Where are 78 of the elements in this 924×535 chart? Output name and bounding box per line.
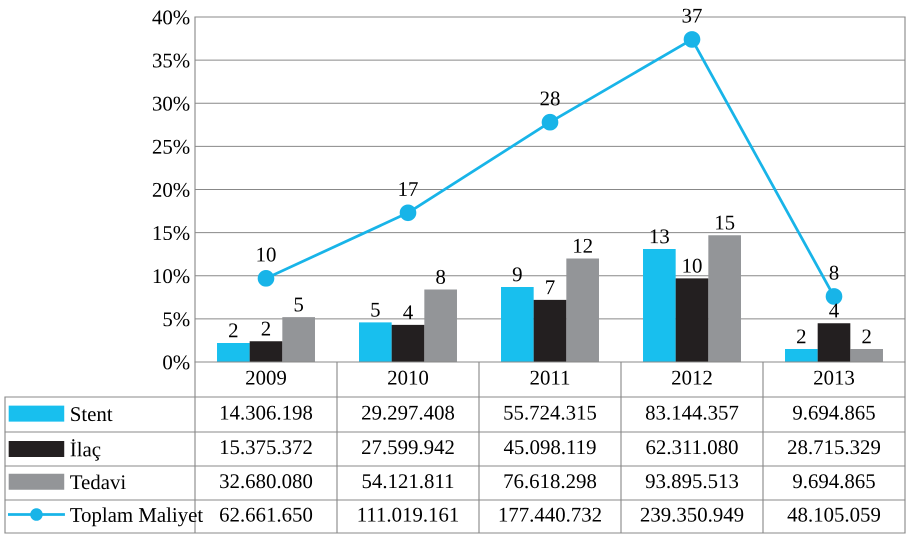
bar <box>708 235 741 362</box>
text: 177.440.732 <box>500 508 601 522</box>
text: 27.599.942 <box>362 440 454 454</box>
y-tick-label: 25% <box>152 140 190 154</box>
y-tick-label: 20% <box>152 182 190 197</box>
text: 28.715.329 <box>788 440 880 454</box>
data-label: 2 <box>862 329 871 344</box>
y-tick-label: 15% <box>154 226 190 240</box>
bar <box>850 349 883 362</box>
data-label: 4 <box>403 305 413 320</box>
text: 93.895.513 <box>646 474 738 488</box>
data-label: 13 <box>650 229 669 244</box>
legend-label: Stent <box>71 407 112 422</box>
data-label: 2 <box>262 322 270 336</box>
y-tick-label: 0% <box>163 355 190 370</box>
bar <box>643 249 676 362</box>
bar <box>501 286 534 362</box>
text: 83.144.357 <box>646 406 738 420</box>
y-tick-label: 10% <box>154 269 190 284</box>
text: 54.121.811 <box>362 474 454 488</box>
bar <box>392 324 424 362</box>
data-label: 9 <box>512 267 522 282</box>
legend-label: İlaç <box>70 439 100 461</box>
data-label: 5 <box>294 298 304 312</box>
point <box>542 114 558 131</box>
bar <box>566 258 599 362</box>
text: 15.375.372 <box>220 440 312 454</box>
point <box>400 204 416 222</box>
data-label: 37 <box>682 8 702 23</box>
data-label: 17 <box>399 182 418 196</box>
y-tick-label: 30% <box>152 96 190 111</box>
point <box>826 288 842 305</box>
text: 29.297.408 <box>362 406 454 420</box>
data-label: 7 <box>546 280 555 294</box>
text: 76.618.298 <box>504 474 596 488</box>
legend-label: Tedavi <box>70 474 126 490</box>
text: 62.661.650 <box>220 508 312 522</box>
text: 62.311.080 <box>646 440 738 454</box>
data-label: 15 <box>716 216 734 230</box>
point <box>684 31 700 48</box>
y-tick-label: 35% <box>152 54 190 68</box>
data-label: 5 <box>371 302 380 317</box>
x-tick-label: 2012 <box>672 370 712 385</box>
text: 239.350.949 <box>640 508 744 522</box>
bar <box>818 323 850 362</box>
bar <box>534 300 566 362</box>
bar <box>424 290 457 362</box>
bar <box>359 322 392 362</box>
data-label: 8 <box>436 270 446 284</box>
text: 9.694.865 <box>793 406 875 420</box>
data-label: 2 <box>229 323 238 338</box>
point <box>258 270 274 287</box>
y-tick-label: 40% <box>152 10 190 24</box>
text: 9.694.865 <box>793 474 875 488</box>
text: 32.680.080 <box>220 474 312 488</box>
x-tick-label: 2013 <box>814 370 854 385</box>
data-label: 2 <box>797 329 806 344</box>
y-tick-label: 5% <box>164 312 190 326</box>
text: 14.306.198 <box>220 406 312 420</box>
bar <box>250 341 282 362</box>
text: 48.105.059 <box>788 508 880 522</box>
bar <box>785 349 818 362</box>
bar <box>676 278 708 362</box>
data-label: 8 <box>830 266 838 280</box>
bar <box>217 343 250 362</box>
text: 45.098.119 <box>504 440 596 454</box>
bar <box>282 317 315 362</box>
text: 111.019.161 <box>358 508 458 522</box>
data-label: 12 <box>574 238 592 253</box>
x-tick-label: 2010 <box>388 370 428 385</box>
data-label: 28 <box>540 91 560 106</box>
data-label: 10 <box>257 248 276 262</box>
x-tick-label: 2009 <box>246 370 286 385</box>
data-label: 4 <box>829 304 839 318</box>
text: 55.724.315 <box>504 406 596 420</box>
data-label: 10 <box>683 258 702 273</box>
legend-label: Toplam Maliyet <box>70 507 204 526</box>
x-tick-label: 2011 <box>530 370 570 385</box>
